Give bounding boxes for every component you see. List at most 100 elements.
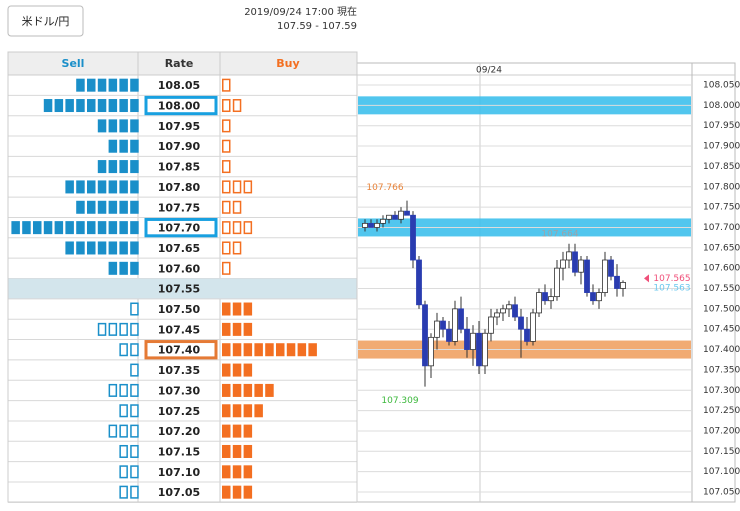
buy-block — [308, 343, 317, 357]
candle-body — [500, 308, 506, 314]
y-tick-label: 107.400 — [703, 345, 740, 355]
buy-block — [243, 322, 253, 336]
buy-block — [243, 383, 253, 397]
sell-block — [130, 302, 139, 316]
sell-block — [87, 99, 96, 113]
rate: 107.80 — [158, 181, 201, 194]
buy-blocks — [222, 241, 242, 255]
buy-blocks — [222, 485, 253, 499]
candle-body — [392, 214, 398, 220]
candle-body — [536, 292, 542, 314]
sell-block — [119, 424, 128, 438]
buy-blocks — [222, 465, 253, 479]
buy-block — [243, 180, 253, 194]
rate: 107.90 — [158, 140, 201, 153]
sell-block — [130, 180, 139, 194]
sell-blocks — [108, 383, 139, 397]
sell-block — [76, 221, 85, 235]
sell-block — [130, 444, 139, 458]
sell-block — [119, 99, 128, 113]
buy-block — [265, 343, 274, 357]
buy-block — [222, 119, 231, 133]
candle-body — [488, 316, 494, 334]
sell-block — [119, 180, 128, 194]
buy-blocks — [222, 302, 253, 316]
candle-body — [596, 292, 602, 302]
sell-blocks — [130, 363, 139, 377]
y-tick-label: 107.700 — [703, 223, 740, 233]
sell-block — [130, 99, 139, 113]
sell-block — [108, 180, 118, 194]
buy-block — [232, 383, 242, 397]
buy-blocks — [222, 119, 231, 133]
buy-block — [276, 343, 285, 357]
buy-block — [222, 302, 231, 316]
buy-blocks — [222, 160, 231, 174]
buy-block — [222, 261, 231, 275]
rate: 107.85 — [158, 161, 200, 174]
candle-body — [440, 320, 446, 330]
sell-block — [130, 363, 139, 377]
rate: 107.60 — [158, 262, 201, 275]
sell-block — [22, 221, 31, 235]
price-range: 107.59 - 107.59 — [277, 21, 357, 32]
buy-block — [232, 322, 242, 336]
price-annotation: 107.309 — [381, 396, 418, 406]
rate-highlight — [144, 217, 218, 238]
buy-block — [222, 99, 231, 113]
buy-block — [232, 241, 242, 255]
candle-body — [452, 308, 458, 342]
sell-blocks — [97, 322, 139, 336]
sell-blocks — [11, 221, 139, 235]
rate-highlight — [144, 95, 218, 116]
candle-body — [566, 251, 572, 261]
buy-blocks — [222, 221, 253, 235]
buy-block — [232, 343, 242, 357]
sell-block — [108, 119, 118, 133]
sell-block — [130, 424, 139, 438]
rate: 107.40 — [158, 344, 201, 357]
buy-block — [222, 160, 231, 174]
buy-block — [232, 404, 242, 418]
sell-blocks — [65, 241, 139, 255]
y-tick-label: 107.450 — [703, 325, 740, 335]
sell-block — [119, 78, 128, 92]
candle-body — [464, 328, 470, 350]
sell-blocks — [97, 160, 139, 174]
pair-button-label[interactable]: 米ドル/円 — [22, 15, 70, 28]
sell-block — [130, 200, 139, 214]
current-row — [8, 278, 357, 299]
y-tick-label: 107.850 — [703, 162, 740, 172]
pair-button[interactable] — [7, 5, 84, 37]
sell-block — [130, 383, 139, 397]
sell-blocks — [65, 180, 139, 194]
sell-block — [119, 404, 128, 418]
y-tick-label: 107.650 — [703, 243, 740, 253]
buy-block — [222, 363, 231, 377]
buy-block — [222, 78, 231, 92]
buy-block — [222, 200, 231, 214]
price-annotation: 107.664 — [541, 230, 578, 240]
rate-highlight — [144, 340, 218, 360]
buy-blocks — [222, 78, 231, 92]
buy-blocks — [222, 99, 242, 113]
buy-block — [243, 485, 253, 499]
buy-blocks — [222, 322, 253, 336]
y-tick-label: 107.150 — [703, 447, 740, 457]
buy-block — [243, 404, 253, 418]
sell-block — [11, 221, 20, 235]
buy-block — [243, 465, 253, 479]
sell-block — [119, 139, 128, 153]
sell-block — [130, 221, 139, 235]
sell-block — [108, 424, 118, 438]
sell-block — [119, 221, 128, 235]
y-tick-label: 107.900 — [703, 142, 740, 152]
sell-blocks — [108, 139, 139, 153]
candle-body — [512, 304, 518, 318]
sell-blocks — [108, 261, 139, 275]
sell-block — [108, 78, 118, 92]
candle-body — [584, 259, 590, 293]
rate: 108.00 — [158, 100, 201, 113]
date-label: 09/24 — [476, 66, 502, 76]
buy-block — [222, 221, 231, 235]
